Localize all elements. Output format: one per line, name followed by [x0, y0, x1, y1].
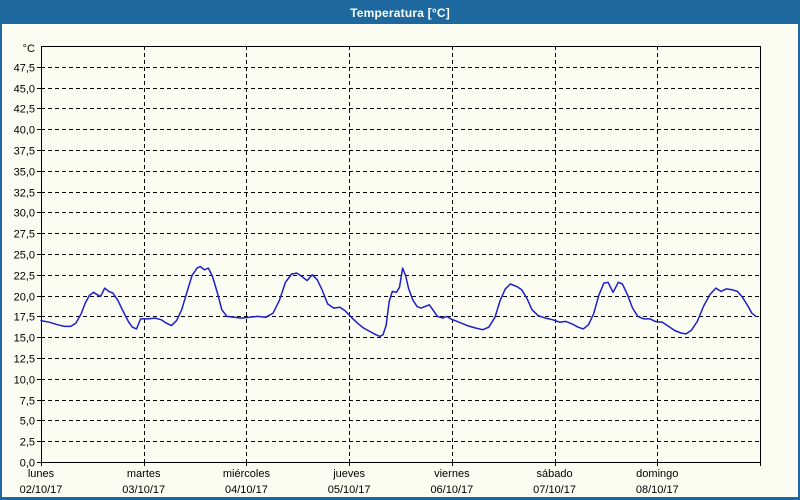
- x-axis-day-label: martes: [127, 468, 161, 480]
- y-axis-tick-label: 35,0: [14, 167, 35, 179]
- y-axis-tick-label: 42,5: [14, 104, 35, 116]
- y-axis-tick-label: 7,5: [20, 396, 35, 408]
- x-axis-date-label: 03/10/17: [122, 484, 165, 496]
- y-axis-tick-label: 5,0: [20, 416, 35, 428]
- x-axis-date-label: 06/10/17: [430, 484, 473, 496]
- y-axis-tick-label: 47,5: [14, 63, 35, 75]
- y-axis-tick-label: 25,0: [14, 250, 35, 262]
- y-axis-tick-label: 27,5: [14, 229, 35, 241]
- y-axis-unit-label: °C: [23, 43, 35, 55]
- window-titlebar[interactable]: Temperatura [°C]: [2, 2, 798, 24]
- y-axis-tick-label: 20,0: [14, 292, 35, 304]
- y-axis-tick-label: 37,5: [14, 146, 35, 158]
- x-axis-date-label: 08/10/17: [636, 484, 679, 496]
- y-axis-tick-label: 32,5: [14, 188, 35, 200]
- x-axis-day-label: lunes: [28, 468, 55, 480]
- temperature-chart: 0,0 2,5 5,0 7,5 10,0 12,5 15,0 17,5 20,0 22,5 25,0…: [14, 43, 761, 496]
- y-axis-tick-label: 30,0: [14, 208, 35, 220]
- y-axis-tick-label: 10,0: [14, 375, 35, 387]
- y-axis-tick-label: 15,0: [14, 333, 35, 345]
- x-axis-day-label: jueves: [332, 468, 365, 480]
- y-axis-tick-label: 40,0: [14, 125, 35, 137]
- temperature-line: [40, 265, 757, 338]
- x-axis-day-label: miércoles: [223, 468, 271, 480]
- x-axis-date-label: 04/10/17: [225, 484, 268, 496]
- plot-border: [41, 46, 761, 463]
- x-axis-date-label: 07/10/17: [533, 484, 576, 496]
- x-axis-day-label: domingo: [636, 468, 678, 480]
- x-axis-date-label: 05/10/17: [328, 484, 371, 496]
- x-axis-day-label: sábado: [537, 468, 573, 480]
- y-axis-tick-label: 12,5: [14, 354, 35, 366]
- y-axis-tick-label: 0,0: [20, 458, 35, 470]
- y-axis-tick-label: 17,5: [14, 312, 35, 324]
- y-axis-tick-label: 45,0: [14, 84, 35, 96]
- x-axis-day-label: viernes: [434, 468, 470, 480]
- y-axis-tick-label: 22,5: [14, 271, 35, 283]
- window-title: Temperatura [°C]: [350, 6, 450, 20]
- x-axis-date-label: 02/10/17: [20, 484, 63, 496]
- y-axis-tick-label: 2,5: [20, 437, 35, 449]
